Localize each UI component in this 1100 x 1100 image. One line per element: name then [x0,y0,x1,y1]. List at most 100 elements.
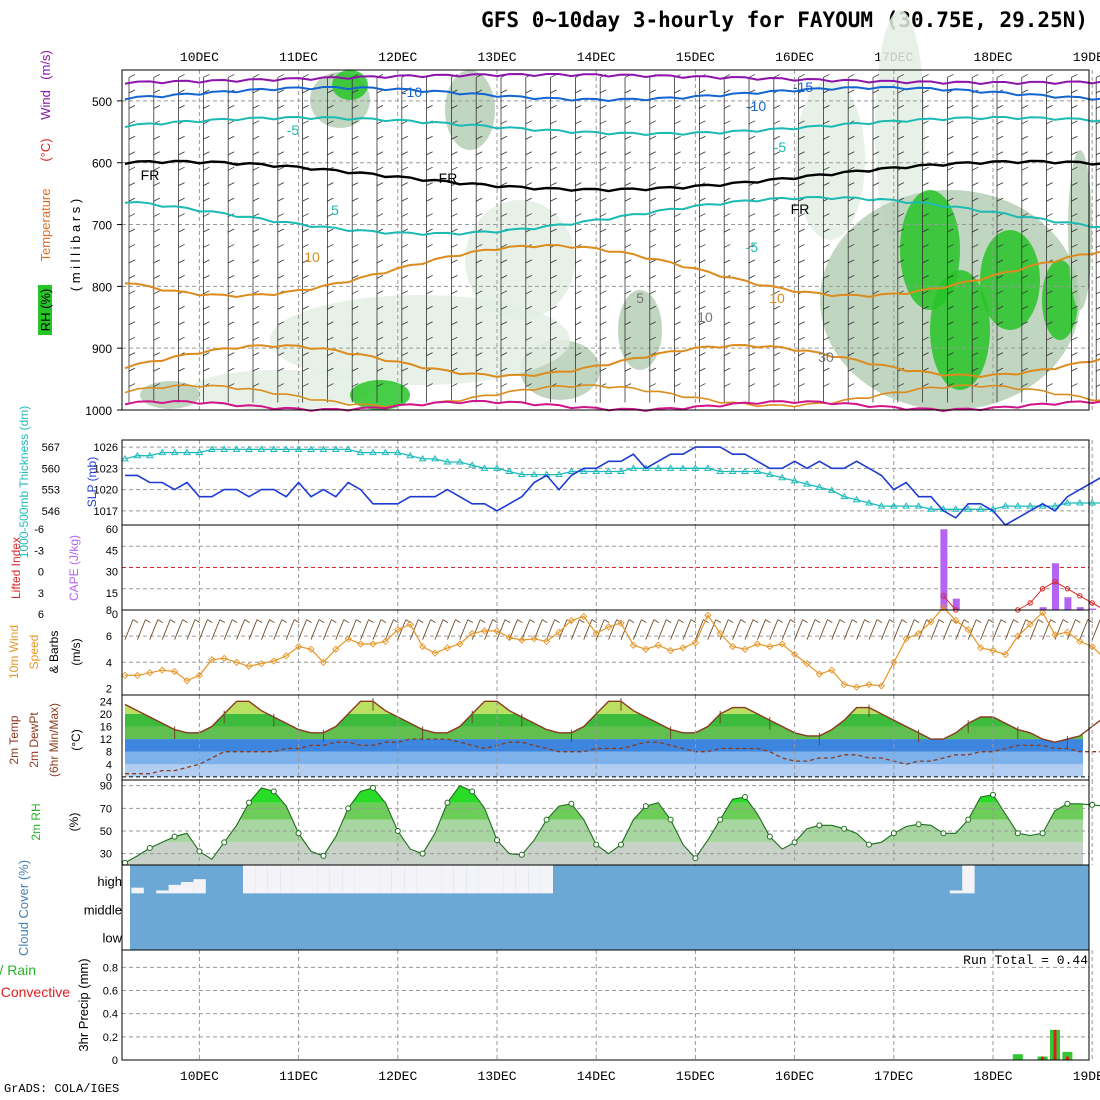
upper-wind-barb [847,89,855,109]
barb-flag [922,197,929,202]
barb-flag [525,305,532,310]
upper-wind-barb [376,166,384,187]
upper-wind-barb [1046,120,1053,140]
barb-flag [848,89,855,94]
surface-wind-barb [595,619,605,640]
wind-speed-marker [914,629,923,638]
upper-wind-barb [699,305,706,326]
upper-wind-barb [401,383,408,403]
upper-wind-barb [326,182,334,202]
upper-wind-barb [947,135,954,156]
barb-flag [699,305,706,310]
upper-wind-barb [450,321,458,341]
barb-flag [624,228,632,233]
upper-wind-barb [897,321,904,341]
barb-flag [1071,305,1078,310]
upper-wind-barb [475,213,483,233]
upper-wind-barb [922,275,929,295]
rh-tick-label: 70 [100,803,112,815]
barb-flag [947,135,954,140]
wind-speed-marker [356,640,365,648]
upper-wind-barb [227,275,235,295]
wind-speed-marker [1001,650,1010,659]
upper-wind-barb [872,89,880,109]
barb-flag [798,135,805,140]
barb-flag [798,367,805,372]
barb-flag [302,105,309,109]
upper-wind-barb [351,105,359,125]
thickness-marker [741,467,749,474]
cloud-row-label-high: high [97,874,122,889]
rh-marker [692,855,699,862]
barb-flag [699,135,706,140]
upper-wind-barb [450,228,458,248]
barb-flag [252,321,260,326]
upper-wind-barb [277,259,284,279]
upper-wind-barb [798,120,805,140]
barb-flag [500,305,508,310]
upper-wind-barb [624,290,632,310]
barb-flag [500,166,508,171]
upper-wind-barb [475,259,483,279]
barb-flag [823,135,830,140]
barb-flag [823,305,830,310]
upper-wind-barb [326,290,334,310]
upper-wind-barb [847,305,855,326]
pressure-tick-label: 800 [92,280,112,294]
barb-flag [302,336,309,341]
wind-speed-marker [617,619,625,627]
barb-flag [426,275,433,279]
barb-flag [624,151,632,156]
upper-wind-barb [376,305,384,326]
cloud-cell-high [131,887,144,894]
precip-convective-bar [1041,1056,1045,1060]
upper-wind-barb [401,135,408,156]
barb-flag [1096,75,1100,78]
upper-wind-barb [426,197,433,218]
rh-marker [171,833,178,840]
barb-flag [302,244,309,248]
wind-speed-marker [691,639,700,647]
barb-flag [748,228,756,233]
temp-tick-label: 24 [100,696,112,708]
upper-wind-barb [376,105,384,125]
upper-wind-barb [1071,367,1078,388]
upper-wind-barb [996,166,1004,187]
barb-flag [699,352,706,356]
barb-flag [575,166,582,171]
surface-wind-barb-flag [231,619,238,624]
thickness-marker [1026,502,1035,509]
rh-shading [1042,260,1078,340]
rh-marker [1039,830,1046,837]
wind-speed-marker [1051,631,1059,639]
barb-flag [401,383,408,387]
barb-flag [724,166,731,171]
barb-flag [922,182,929,186]
barb-flag [327,105,334,109]
barb-flag [426,352,433,356]
barb-flag [600,105,607,109]
surface-wind-barb [211,619,221,640]
wind-speed-marker [728,642,737,651]
upper-wind-barb [401,275,408,295]
barb-flag [748,275,756,279]
barb-flag [897,383,904,387]
upper-wind-barb [971,352,979,372]
barb-flag [1071,105,1078,109]
barb-flag [996,352,1004,356]
upper-wind-barb [277,105,284,125]
barb-flag [401,89,408,94]
upper-wind-barb [699,367,706,388]
wind-speed-marker [976,644,985,652]
cloud-cell-high [416,865,429,894]
upper-wind-barb [401,259,408,279]
barb-flag [947,74,954,78]
barb-flag [1096,260,1100,264]
barb-flag [302,151,309,156]
upper-wind-barb [1021,120,1028,140]
top-date-label: 10DEC [180,50,219,65]
barb-flag [302,383,309,387]
barb-flag [376,321,384,326]
upper-wind-barb [450,105,458,125]
upper-wind-barb [1021,244,1028,264]
